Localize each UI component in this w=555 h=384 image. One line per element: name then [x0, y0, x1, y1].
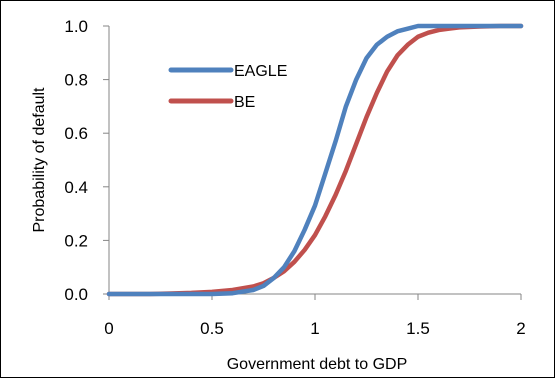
- legend-label-be: BE: [234, 94, 255, 111]
- axes: 0.0 0.2 0.4 0.6 0.8 1.0 0 0.5 1 1.5 2: [64, 17, 525, 338]
- y-tick-label: 1.0: [64, 17, 88, 36]
- x-tick-label: 0.5: [200, 319, 224, 338]
- legend: EAGLE BE: [168, 63, 287, 111]
- x-axis-title: Government debt to GDP: [227, 356, 408, 373]
- y-tick-label: 0.4: [64, 178, 88, 197]
- x-tick-label: 0: [104, 319, 113, 338]
- x-tick-label: 2: [516, 319, 525, 338]
- x-tick-label: 1: [310, 319, 319, 338]
- y-tick-label: 0.2: [64, 231, 88, 250]
- y-tick-label: 0.8: [64, 71, 88, 90]
- series-line-be: [106, 23, 524, 297]
- legend-label-eagle: EAGLE: [234, 63, 287, 80]
- y-tick-label: 0.6: [64, 124, 88, 143]
- series-line-eagle: [106, 23, 524, 297]
- y-axis-title: Probability of default: [31, 87, 48, 233]
- series-layer: [106, 23, 524, 297]
- y-tick-label: 0.0: [64, 285, 88, 304]
- x-tick-label: 1.5: [406, 319, 430, 338]
